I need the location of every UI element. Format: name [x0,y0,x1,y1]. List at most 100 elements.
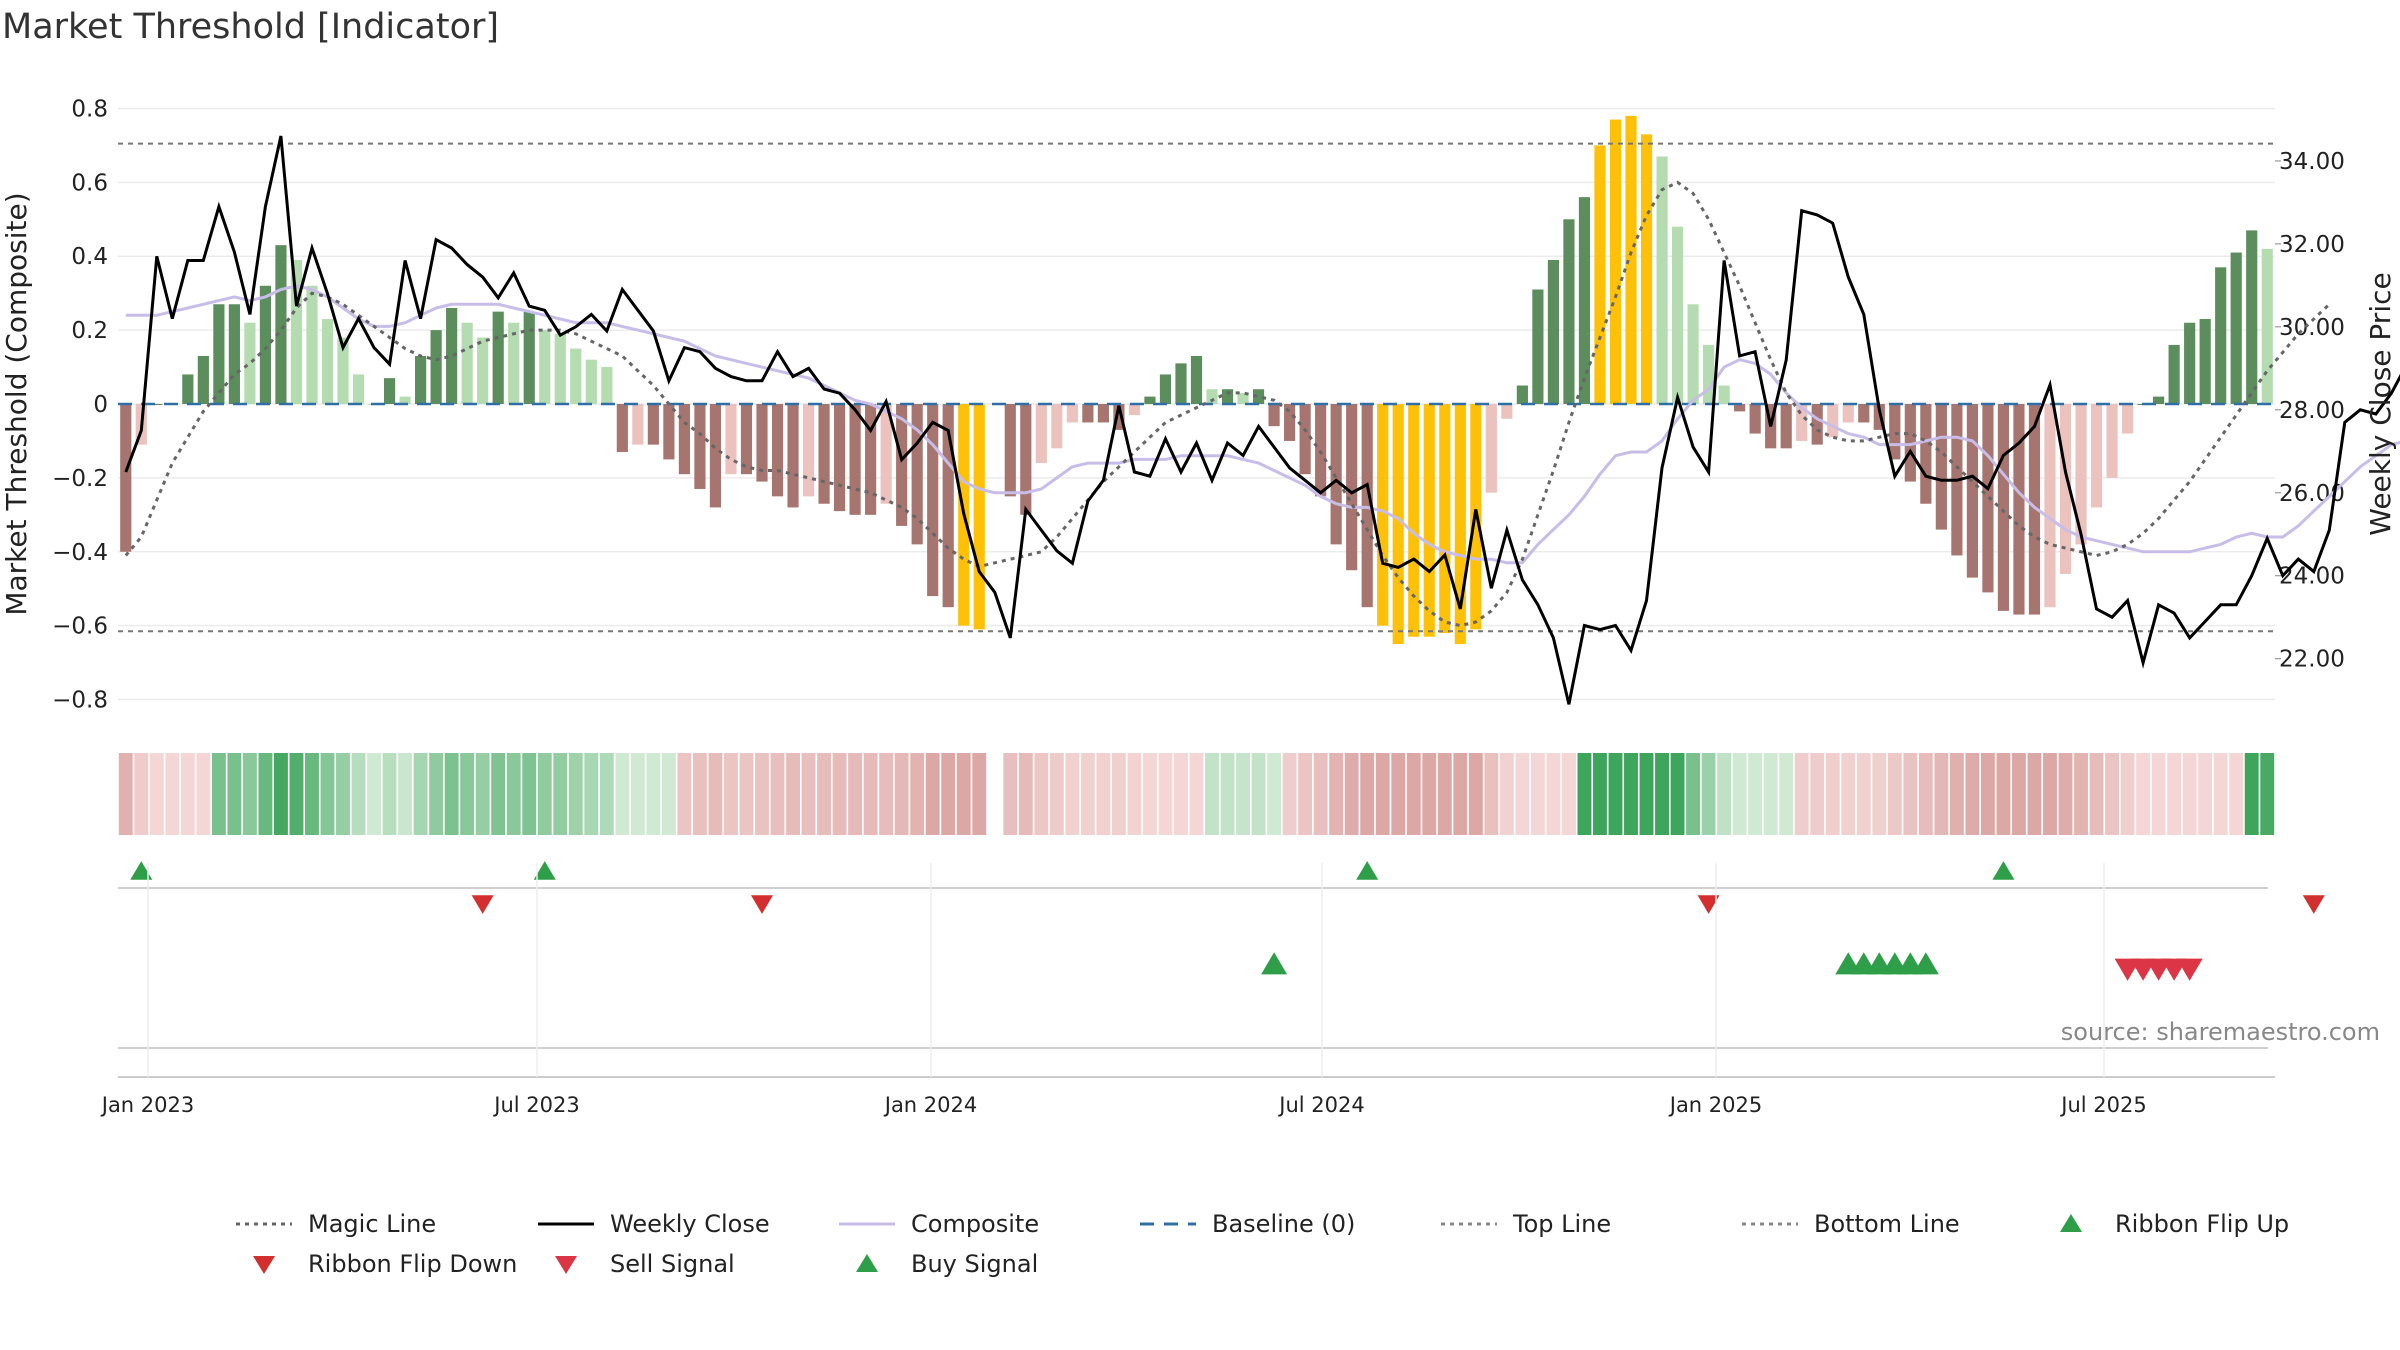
composite-bar [2028,404,2041,615]
composite-bar [756,404,768,482]
ribbon-cell [1763,753,1778,835]
ribbon-cell [1810,753,1825,835]
ribbon-cell [1158,753,1173,835]
composite-bar [290,259,303,404]
ribbon-cell [2074,753,2088,835]
ribbon-cell [692,753,707,835]
left-y-tick-label: −0.4 [52,540,108,566]
composite-bar [585,359,597,404]
ribbon-cell [491,753,506,835]
source-credit: source: sharemaestro.com [2061,1018,2380,1046]
composite-bar [570,348,582,404]
legend-entry: Buy Signal [856,1250,1038,1278]
ribbon-cell [553,753,568,835]
composite-bar [1035,404,1047,464]
ribbon-cell [2167,753,2182,835]
ribbon-cell [910,753,925,835]
composite-bar [1904,404,1916,482]
ribbon-cell [630,753,645,835]
composite-bar [1066,404,1078,423]
left-y-tick-label: 0.4 [71,244,108,270]
ribbon-cell [1251,753,1266,835]
legend-entry: Baseline (0) [1140,1210,1355,1238]
composite-bar [725,404,737,475]
ribbon-cell [1298,753,1313,835]
composite-bar [337,337,349,404]
ribbon-cell [180,753,195,835]
composite-bar [2090,404,2103,508]
signal-rows [118,861,2325,1049]
ribbon-cell [708,753,723,835]
legend-entry: Bottom Line [1742,1210,1960,1238]
ribbon-cell [739,753,754,835]
ribbon-cell [1996,753,2011,835]
composite-bar [1377,404,1389,626]
composite-bar [446,307,458,404]
composite-bar [275,245,287,404]
composite-bar [1563,219,1575,404]
ribbon-cell [196,753,211,835]
ribbon-cell [1360,753,1375,835]
composite-bar [740,404,753,475]
ribbon-cell [1422,753,1437,835]
composite-bar [151,404,163,405]
composite-bar [461,322,473,404]
ribbon-cell [1717,753,1732,835]
x-tick-label: Jul 2025 [2059,1093,2146,1117]
weekly-close-line [124,135,2400,705]
composite-bar [1749,404,1761,434]
ribbon-cell [770,753,785,835]
ribbon-cell [1111,753,1126,835]
ribbon-flip-up-marker [130,861,153,880]
ribbon-cell [1639,753,1654,835]
composite-bar [1935,404,1947,530]
composite-bar [694,404,706,489]
ribbon-cell [599,753,614,835]
ribbon-cell [134,753,149,835]
composite-bar [1532,289,1544,404]
composite-bar [415,355,427,404]
composite-bar [2121,404,2134,434]
composite-bar [1703,344,1715,404]
composite-bar [1268,404,1280,427]
legend-label: Ribbon Flip Up [2115,1210,2289,1238]
legend-entry: Sell Signal [555,1250,735,1278]
ribbon-cell [429,753,444,835]
ribbon-cell [863,753,878,835]
legend-label: Buy Signal [911,1250,1038,1278]
sell-signal-marker [2176,958,2203,981]
ribbon-cell [522,753,537,835]
ribbon-cell [1034,753,1049,835]
ribbon-cell [2151,753,2166,835]
composite-bar [2075,404,2087,545]
composite-bar [306,285,318,404]
ribbon-cell [646,753,661,835]
composite-bar [492,311,504,404]
composite-bar [1997,404,2010,611]
ribbon-flip-down-marker [2302,895,2325,914]
x-tick-label: Jan 2024 [883,1093,978,1117]
composite-bar [1159,374,1172,404]
ribbon-cell [1375,753,1390,835]
composite-bar [2215,267,2227,404]
ribbon-flip-up-marker [1356,861,1379,880]
composite-bar [849,404,861,515]
composite-bar [321,319,334,404]
composite-bar [1206,389,1218,404]
composite-bar [197,355,209,404]
composite-bar [2261,248,2273,404]
composite-bar [1640,134,1653,404]
ribbon-cell [1794,753,1809,835]
composite-bar [880,404,892,504]
composite-bar [430,330,442,404]
composite-bar [1920,404,1932,504]
ribbon-flip-up-marker [1992,861,2015,880]
composite-bar [1439,404,1451,634]
ribbon-cell [755,753,769,835]
composite-bar [1501,404,1513,419]
composite-bar [1097,404,1109,423]
ribbon-cell [879,753,894,835]
composite-bar [1423,404,1435,637]
composite-bar [1113,404,1125,430]
